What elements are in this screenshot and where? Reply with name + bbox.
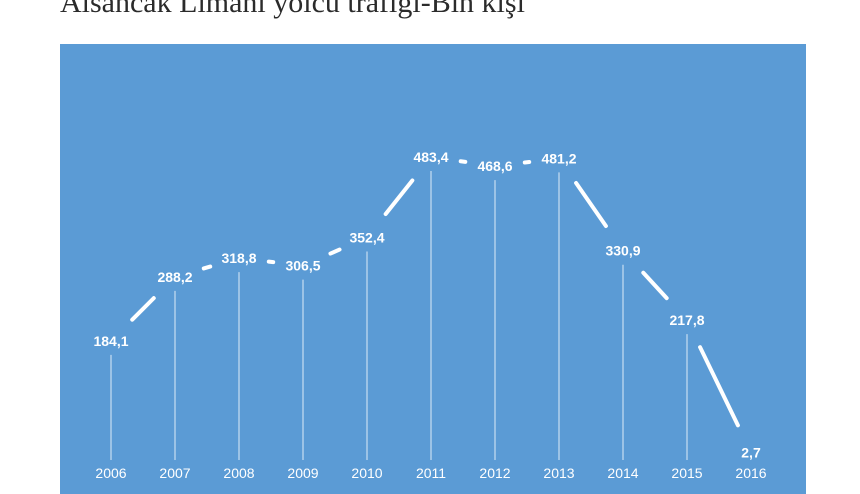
x-tick-label-2013: 2013 [543,465,574,480]
data-label-2011: 483,4 [413,149,448,165]
x-tick-label-2014: 2014 [607,465,638,480]
series-segment-2014 [641,270,669,301]
data-label-2014: 330,9 [605,243,640,259]
x-tick-label-2011: 2011 [416,465,446,480]
x-tick-label-2007: 2007 [159,465,190,480]
x-tick-label-2009: 2009 [287,465,318,480]
x-tick-label-2016: 2016 [735,465,766,480]
data-label-2012: 468,6 [477,158,512,174]
x-tick-label-2012: 2012 [479,465,510,480]
series-segment-2011 [458,159,468,164]
data-label-2008: 318,8 [221,250,256,266]
data-label-2013: 481,2 [541,150,576,166]
x-tick-label-2010: 2010 [351,465,382,480]
data-label-2016: 2,7 [741,444,761,460]
series-segment-2007 [201,264,213,271]
line-chart: 184,1 288,2 318,8 306,5 352,4 483,4 468,6 481,2… [93,149,766,480]
data-label-2010: 352,4 [349,229,384,245]
series-segment-2015 [698,345,740,428]
data-label-2006: 184,1 [93,333,128,349]
chart-panel [60,44,806,494]
series-segment-2006 [130,296,156,322]
series-segment-2008 [266,259,276,265]
data-label-2007: 288,2 [157,269,192,285]
series-segment-2009 [328,247,342,256]
data-label-2009: 306,5 [285,258,320,274]
series-segment-2010 [383,178,415,217]
x-tick-label-2015: 2015 [671,465,702,480]
series-segment-2012 [522,159,532,165]
x-tick-label-2006: 2006 [95,465,126,480]
series-segment-2013 [574,181,608,229]
chart-title: Alsancak Limanı yolcu trafiği-Bin kişi [60,0,525,19]
data-label-2015: 217,8 [669,312,704,328]
x-tick-label-2008: 2008 [223,465,254,480]
